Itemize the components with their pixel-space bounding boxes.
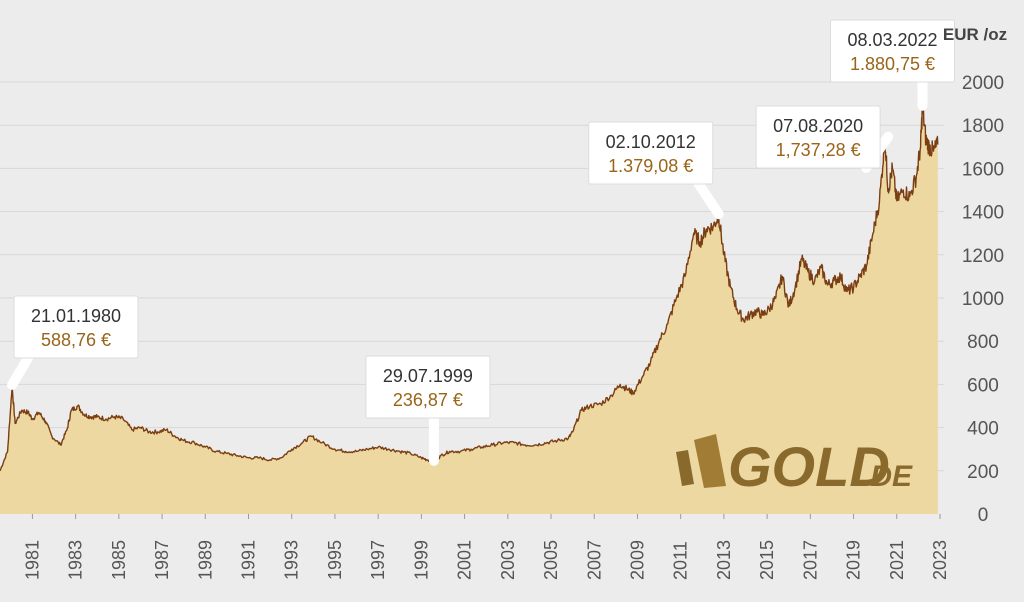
callout-box (588, 121, 714, 185)
callout-price: 1,737,28 € (776, 140, 861, 160)
x-tick-label: 2003 (498, 540, 518, 580)
gold-bar-icon (676, 434, 726, 488)
x-tick-label: 1985 (109, 540, 129, 580)
callout-box (13, 295, 139, 359)
x-tick-label: 2019 (844, 540, 864, 580)
y-tick-label: 1200 (962, 246, 1004, 267)
callout: 29.07.1999 236,87 € (365, 355, 491, 466)
x-tick-label: 1999 (411, 540, 431, 580)
logo-text: GOLD (728, 435, 890, 498)
callout-price: 1.880,75 € (850, 54, 935, 74)
x-tick-label: 2007 (584, 540, 604, 580)
x-tick-label: 1997 (368, 540, 388, 580)
callout: 02.10.2012 1.379,08 € (588, 121, 724, 220)
x-tick-label: 1983 (66, 540, 86, 580)
callouts: 21.01.1980 588,76 € 29.07.1999 236,87 € 02.1… (7, 19, 955, 466)
x-tick-label: 2009 (627, 540, 647, 580)
logo-suffix: .DE (862, 460, 913, 493)
price-area (0, 104, 939, 515)
x-tick-label: 2015 (757, 540, 777, 580)
callout-price: 588,76 € (41, 330, 111, 350)
callout-date: 29.07.1999 (383, 366, 473, 386)
y-tick-label: 200 (967, 462, 999, 483)
callout-box (755, 105, 881, 169)
x-tick-label: 2017 (800, 540, 820, 580)
x-tick-label: 1993 (282, 540, 302, 580)
y-tick-label: 600 (967, 375, 999, 396)
callout-date: 08.03.2022 (847, 30, 937, 50)
y-tick-label: 1400 (962, 203, 1004, 224)
x-tick-label: 1987 (152, 540, 172, 580)
callout-pointer (693, 179, 724, 220)
x-tick-label: 2011 (671, 541, 691, 580)
callout-box (365, 355, 491, 419)
x-tick-label: 1995 (325, 540, 345, 580)
x-tick-label: 2023 (930, 540, 950, 580)
callout: 07.08.2020 1,737,28 € (755, 105, 894, 173)
y-axis: 0 200 400 600 800 1000 1200 1400 1600 1800 2000 (962, 73, 1004, 526)
callout-price: 1.379,08 € (608, 156, 693, 176)
y-tick-label: 1800 (962, 116, 1004, 137)
x-tick-label: 1989 (195, 540, 215, 580)
x-tick-label: 2001 (455, 540, 475, 580)
callout-date: 07.08.2020 (773, 116, 863, 136)
x-tick-label: 1981 (22, 540, 42, 580)
callout: 21.01.1980 588,76 € (7, 295, 139, 390)
price-line (0, 104, 939, 472)
unit-label: EUR /oz (943, 25, 1007, 44)
callout-pointer (7, 353, 33, 390)
x-tick-label: 2013 (714, 540, 734, 580)
callout-box (829, 19, 955, 83)
x-tick-label: 2005 (541, 540, 561, 580)
callout-price: 236,87 € (393, 390, 463, 410)
grid-lines (0, 81, 944, 472)
y-tick-label: 1600 (962, 159, 1004, 180)
y-tick-label: 2000 (962, 73, 1004, 94)
callout-date: 21.01.1980 (31, 306, 121, 326)
x-axis: 1981 1983 1985 1987 1989 1991 1993 1995 1997 1999… (22, 514, 950, 580)
gold-de-logo: GOLD .DE (676, 434, 913, 498)
price-area-fill (0, 104, 938, 515)
y-tick-label: 0 (978, 505, 989, 526)
y-tick-label: 800 (967, 332, 999, 353)
callout-date: 02.10.2012 (606, 132, 696, 152)
y-tick-label: 1000 (962, 289, 1004, 310)
x-tick-label: 2021 (887, 540, 907, 580)
x-tick-label: 1991 (239, 540, 259, 580)
y-tick-label: 400 (967, 419, 999, 440)
callout: 08.03.2022 1.880,75 € (829, 19, 955, 111)
